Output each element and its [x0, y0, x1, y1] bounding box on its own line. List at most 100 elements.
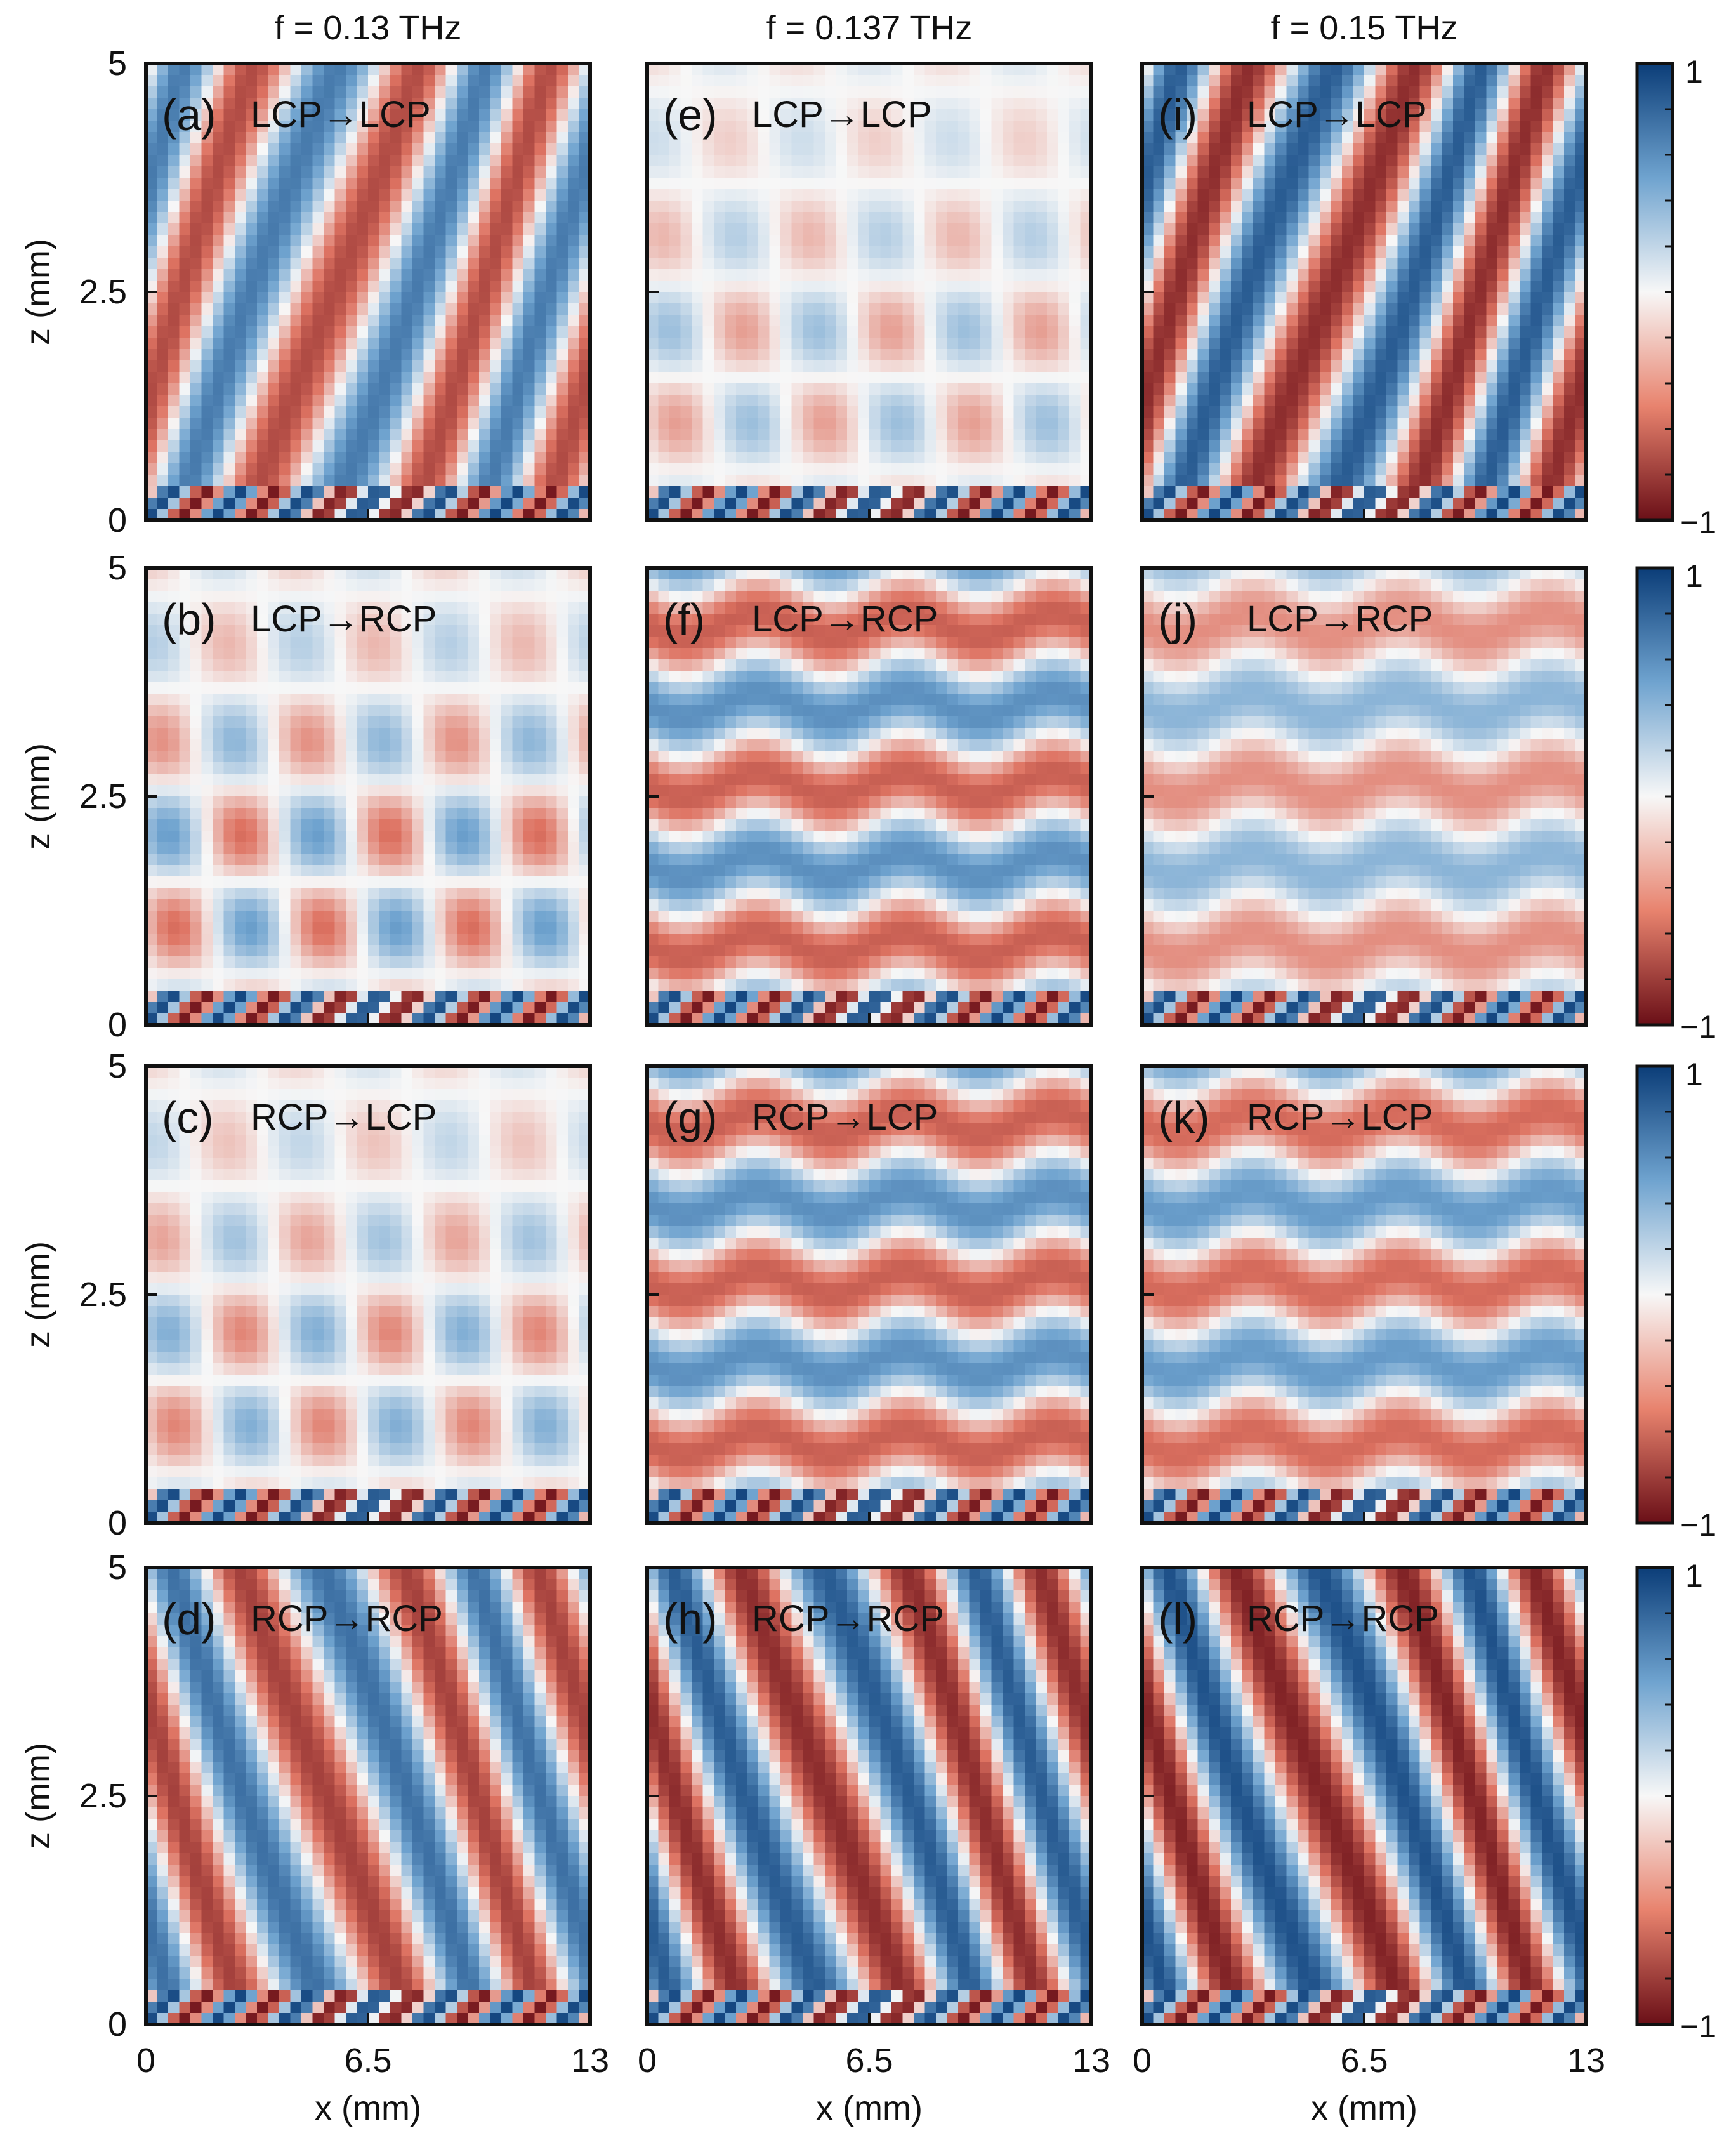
heatmap-cell: [224, 486, 235, 498]
heatmap-cell: [235, 338, 246, 350]
heatmap-cell: [213, 876, 224, 888]
heatmap-cell: [412, 372, 424, 384]
heatmap-cell: [546, 315, 557, 327]
heatmap-cell: [324, 956, 335, 968]
heatmap-cell: [479, 383, 490, 395]
heatmap-cell: [479, 728, 490, 740]
heatmap-cell: [357, 395, 369, 407]
heatmap-cell: [213, 406, 224, 418]
heatmap-cell: [402, 223, 413, 235]
heatmap-cell: [279, 705, 291, 717]
heatmap-cell: [435, 372, 446, 384]
heatmap-cell: [235, 968, 246, 980]
heatmap-cell: [513, 475, 524, 487]
heatmap-cell: [235, 315, 246, 327]
heatmap-cell: [535, 418, 546, 430]
heatmap-cell: [457, 648, 468, 660]
heatmap-cell: [190, 372, 202, 384]
heatmap-cell: [457, 671, 468, 683]
heatmap-cell: [368, 315, 379, 327]
heatmap-cell: [368, 682, 379, 694]
heatmap-cell: [190, 143, 202, 155]
heatmap-cell: [335, 166, 346, 178]
heatmap-cell: [257, 956, 268, 968]
heatmap-cell: [435, 269, 446, 281]
heatmap-cell: [346, 463, 357, 475]
heatmap-cell: [379, 796, 391, 809]
heatmap-cell: [279, 281, 291, 293]
heatmap-cell: [346, 166, 357, 178]
heatmap-cell: [301, 143, 313, 155]
heatmap-cell: [468, 338, 480, 350]
heatmap-cell: [379, 360, 391, 373]
heatmap-cell: [168, 716, 180, 729]
heatmap-cell: [390, 235, 402, 247]
heatmap-cell: [424, 338, 435, 350]
heatmap-cell: [180, 440, 191, 452]
heatmap-cell: [168, 854, 180, 866]
heatmap-cell: [402, 694, 413, 706]
heatmap-cell: [513, 292, 524, 304]
heatmap-cell: [291, 854, 302, 866]
heatmap-cell: [346, 956, 357, 968]
heatmap-cell: [202, 498, 213, 510]
heatmap-cell: [412, 842, 424, 854]
heatmap-cell: [279, 659, 291, 671]
heatmap-cell: [291, 751, 302, 763]
heatmap-cell: [246, 694, 258, 706]
heatmap-cell: [379, 155, 391, 167]
heatmap-cell: [368, 785, 379, 797]
heatmap-cell: [457, 201, 468, 213]
heatmap-cell: [490, 659, 502, 671]
heatmap-cell: [357, 705, 369, 717]
heatmap-cell: [424, 785, 435, 797]
heatmap-cell: [202, 475, 213, 487]
heatmap-cell: [390, 682, 402, 694]
heatmap-cell: [424, 372, 435, 384]
heatmap-cell: [202, 854, 213, 866]
heatmap-cell: [313, 888, 324, 900]
heatmap-cell: [457, 212, 468, 224]
heatmap-cell: [446, 98, 457, 110]
heatmap-cell: [335, 648, 346, 660]
heatmap-cell: [468, 223, 480, 235]
heatmap-cell: [457, 292, 468, 304]
heatmap-cell: [168, 338, 180, 350]
heatmap-cell: [479, 86, 490, 98]
heatmap-cell: [324, 876, 335, 888]
heatmap-cell: [501, 258, 513, 270]
heatmap-cell: [224, 395, 235, 407]
heatmap-cell: [246, 716, 258, 729]
heatmap-cell: [202, 911, 213, 923]
heatmap-cell: [168, 694, 180, 706]
heatmap-cell: [224, 968, 235, 980]
heatmap-cell: [457, 75, 468, 87]
heatmap-cell: [546, 269, 557, 281]
heatmap-cell: [324, 406, 335, 418]
heatmap-cell: [246, 1002, 258, 1014]
heatmap-cell: [279, 774, 291, 786]
heatmap-cell: [291, 968, 302, 980]
heatmap-cell: [446, 109, 457, 121]
heatmap-cell: [479, 143, 490, 155]
heatmap-cell: [224, 625, 235, 637]
heatmap-cell: [479, 463, 490, 475]
heatmap-cell: [446, 86, 457, 98]
heatmap-cell: [157, 372, 169, 384]
heatmap-cell: [301, 934, 313, 946]
heatmap-cell: [180, 155, 191, 167]
heatmap-cell: [568, 360, 579, 373]
heatmap-cell: [157, 842, 169, 854]
heatmap-cell: [313, 189, 324, 201]
heatmap-cell: [213, 659, 224, 671]
heatmap-cell: [368, 406, 379, 418]
heatmap-cell: [268, 292, 280, 304]
heatmap-cell: [435, 808, 446, 820]
heatmap-cell: [513, 155, 524, 167]
heatmap-cell: [468, 682, 480, 694]
heatmap-cell: [346, 281, 357, 293]
heatmap-cell: [412, 865, 424, 877]
heatmap-cell: [324, 246, 335, 258]
heatmap-cell: [457, 739, 468, 751]
heatmap-cell: [535, 303, 546, 315]
